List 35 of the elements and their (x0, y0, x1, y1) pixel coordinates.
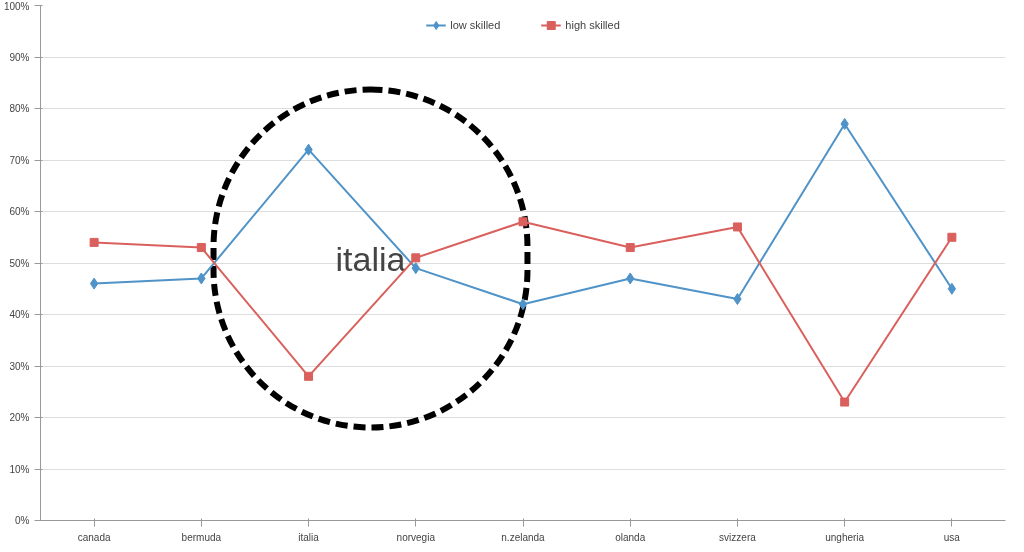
y-tick-label: 10% (9, 463, 30, 475)
y-tick-label: 40% (9, 309, 30, 320)
y-tick-label: 100% (3, 0, 30, 12)
x-tick-label: olanda (615, 531, 646, 543)
x-tick-label: svizzera (719, 531, 757, 543)
y-tick-label: 70% (9, 154, 30, 166)
point (732, 222, 742, 232)
y-tick-label: 80% (9, 103, 30, 114)
y-tick-label: 20% (9, 412, 30, 423)
point (196, 243, 206, 253)
x-tick-label: norvegia (396, 531, 436, 543)
point (625, 243, 635, 253)
point (518, 217, 528, 227)
point (947, 232, 957, 242)
x-tick-label: usa (943, 531, 961, 543)
y-tick-label: 30% (9, 360, 30, 372)
point (947, 282, 957, 295)
point (518, 298, 528, 311)
point (840, 397, 850, 407)
point (89, 277, 99, 290)
annotation: italia (335, 239, 406, 278)
y-tick-label: 0% (15, 515, 30, 526)
y-tick-label: 60% (9, 206, 30, 217)
point (304, 371, 314, 381)
x-tick-label: canada (77, 531, 111, 543)
legend-label: low skilled (450, 19, 501, 31)
x-tick-label: n.zelanda (501, 531, 546, 543)
point (89, 237, 99, 247)
x-tick-label: bermuda (181, 531, 222, 543)
y-tick-label: 90% (9, 51, 30, 63)
legend-label: high skilled (565, 19, 620, 31)
x-tick-label: italia (298, 531, 320, 543)
point (411, 253, 421, 263)
y-tick-label: 50% (9, 257, 30, 269)
x-tick-label: ungheria (825, 531, 865, 543)
